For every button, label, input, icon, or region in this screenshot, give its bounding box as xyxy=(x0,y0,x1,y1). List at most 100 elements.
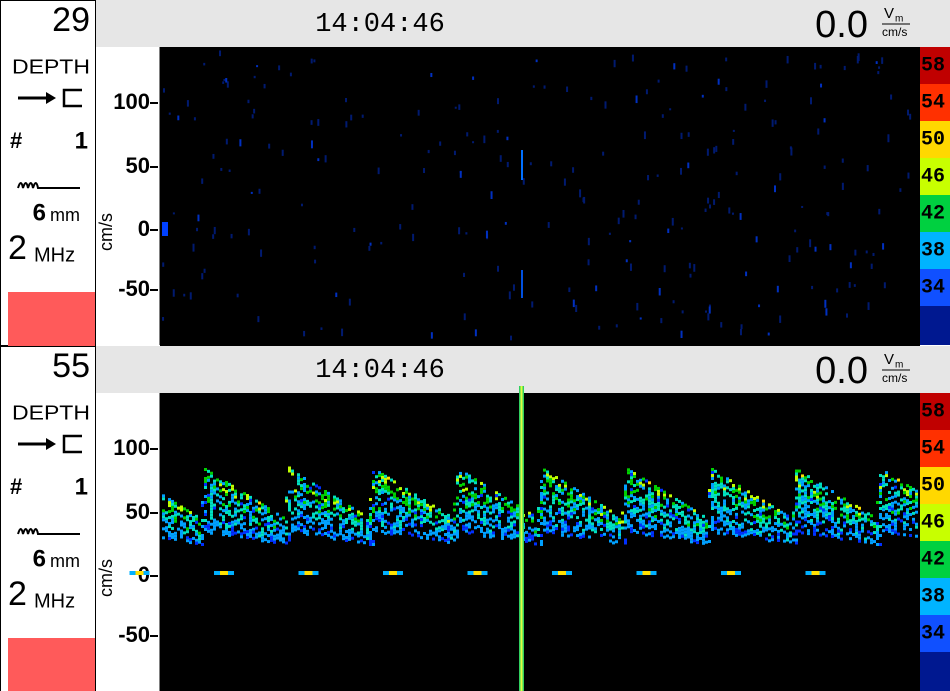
spectrum-pixel xyxy=(636,519,639,522)
spectrum-pixel xyxy=(528,527,531,530)
spectrum-pixel xyxy=(714,494,717,497)
noise-pixel xyxy=(458,227,460,234)
spectrum-pixel xyxy=(576,522,579,525)
spectrum-pixel xyxy=(165,520,168,523)
status-indicator xyxy=(8,638,95,691)
spectrum-pixel xyxy=(207,530,210,533)
velocity-subscript: m xyxy=(895,360,903,371)
spectrum-pixel xyxy=(219,507,222,510)
noise-pixel xyxy=(854,250,856,256)
spectrum-pixel xyxy=(582,502,585,505)
noise-pixel xyxy=(507,162,509,167)
spectrum-pixel xyxy=(582,532,585,535)
spectrum-pixel xyxy=(801,498,804,501)
spectrum-pixel xyxy=(495,506,498,509)
spectrum-pixel xyxy=(690,534,693,537)
spectrum-pixel xyxy=(795,479,798,482)
spectrum-pixel xyxy=(396,500,399,503)
spectrum-pixel xyxy=(879,501,882,504)
spectrum-pixel xyxy=(633,499,636,502)
spectrum-pixel xyxy=(402,516,405,519)
spectrum-pixel xyxy=(399,532,402,535)
spectrum-pixel xyxy=(891,478,894,481)
spectrum-pixel xyxy=(663,530,666,533)
spectrum-pixel xyxy=(651,534,654,537)
color-scale-band xyxy=(920,306,950,345)
spectrum-pixel xyxy=(582,511,585,514)
spectrum-pixel xyxy=(375,517,378,520)
spectrum-pixel xyxy=(183,525,186,528)
spectrum-pixel xyxy=(651,507,654,510)
spectrum-pixel xyxy=(738,485,741,488)
spectrum-pixel xyxy=(669,494,672,497)
spectrum-pixel xyxy=(381,515,384,518)
spectrum-pixel xyxy=(231,500,234,503)
spectrum-pixel xyxy=(552,519,555,522)
noise-pixel xyxy=(345,121,347,127)
spectrum-pixel xyxy=(348,505,351,508)
noise-pixel xyxy=(454,151,456,155)
spectrum-pixel xyxy=(360,521,363,524)
spectrum-pixel xyxy=(390,530,393,533)
spectrum-pixel xyxy=(288,470,291,473)
spectrum-pixel xyxy=(846,514,849,517)
spectrum-pixel xyxy=(786,539,789,542)
spectrum-pixel xyxy=(426,516,429,519)
spectrum-pixel xyxy=(807,505,810,508)
spectrum-pixel xyxy=(783,516,786,519)
spectrum-pixel xyxy=(648,520,651,523)
spectrum-pixel xyxy=(558,508,561,511)
noise-pixel xyxy=(638,200,640,205)
spectrum-pixel xyxy=(564,482,567,485)
spectrum-pixel xyxy=(906,493,909,496)
spectrum-pixel xyxy=(648,490,651,493)
spectrum-pixel xyxy=(618,521,621,524)
spectrum-pixel xyxy=(384,526,387,529)
spectrum-pixel xyxy=(240,532,243,535)
spectrum-pixel xyxy=(753,530,756,533)
noise-pixel xyxy=(282,150,284,156)
spectrum-pixel xyxy=(693,509,696,512)
spectrum-pixel xyxy=(363,535,366,538)
spectrum-pixel xyxy=(210,499,213,502)
spectrum-pixel xyxy=(897,503,900,506)
spectrum-pixel xyxy=(789,522,792,525)
depth-value: 29 xyxy=(52,1,90,39)
spectrum-pixel xyxy=(183,507,186,510)
spectrum-pixel xyxy=(711,477,714,480)
spectrum-pixel xyxy=(174,520,177,523)
spectrum-pixel xyxy=(450,528,453,531)
spectrum-pixel xyxy=(549,475,552,478)
spectrum-pixel xyxy=(483,505,486,508)
noise-pixel xyxy=(460,171,462,178)
spectrum-pixel xyxy=(744,491,747,494)
spectrum-pixel xyxy=(666,504,669,507)
spectrum-pixel xyxy=(909,513,912,516)
spectrum-pixel xyxy=(249,502,252,505)
spectrum-pixel xyxy=(279,530,282,533)
spectrum-pixel xyxy=(567,502,570,505)
noise-pixel xyxy=(820,65,822,69)
spectrum-pixel xyxy=(837,497,840,500)
spectrum-pixel xyxy=(264,523,267,526)
spectrum-pixel xyxy=(342,537,345,540)
spectrum-pixel xyxy=(201,519,204,522)
spectrum-pixel xyxy=(462,519,465,522)
spectrum-pixel xyxy=(810,522,813,525)
spectrum-pixel xyxy=(894,501,897,504)
spectrum-pixel xyxy=(468,475,471,478)
noise-pixel xyxy=(320,327,322,330)
frequency-unit: MHz xyxy=(34,244,75,266)
spectrum-pixel xyxy=(603,524,606,527)
spectrum-pixel xyxy=(549,481,552,484)
spectrum-pixel xyxy=(252,507,255,510)
spectrum-pixel xyxy=(783,522,786,525)
spectrum-pixel xyxy=(624,542,627,545)
spectrum-pixel xyxy=(318,531,321,534)
spectrum-pixel xyxy=(480,482,483,485)
spectrum-pixel xyxy=(285,497,288,500)
noise-pixel xyxy=(887,134,889,142)
spectrum-pixel xyxy=(171,503,174,506)
spectrum-pixel xyxy=(255,506,258,509)
spectrum-pixel xyxy=(249,496,252,499)
